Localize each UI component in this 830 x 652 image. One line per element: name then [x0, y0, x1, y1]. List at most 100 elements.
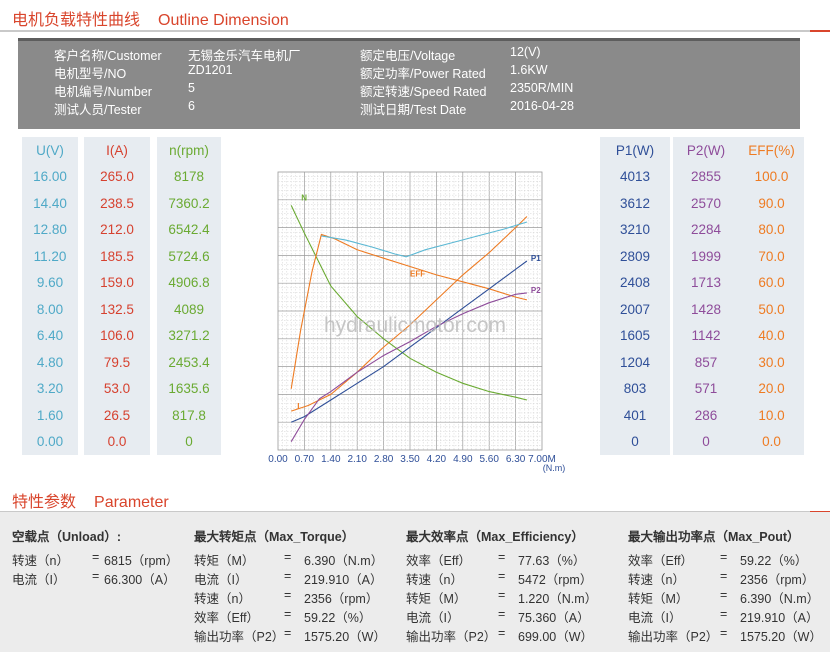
column-value: 2453.4 — [168, 354, 210, 370]
parameter-cell: 219.910（A） — [304, 573, 383, 587]
column-value: 60.0 — [758, 275, 785, 290]
column-value: 817.8 — [172, 407, 206, 423]
column-value: 803 — [623, 381, 647, 396]
parameter-cell: 6815（rpm） — [104, 554, 179, 568]
parameter-cell: 5472（rpm） — [518, 573, 593, 587]
parameter-cell: 1.220（N.m） — [518, 592, 598, 606]
x-tick-label: 2.10 — [347, 454, 367, 465]
info-label: 客户名称/Customer — [54, 49, 162, 63]
data-column: n(rpm) 8178 7360.2 6542.4 5724.6 4906.8 4089 32… — [157, 137, 221, 455]
parameter-cell: 6.390（N.m） — [740, 592, 820, 606]
series-line-p1 — [290, 260, 528, 423]
column-value: 1999 — [690, 248, 722, 264]
parameter-cell: = — [92, 569, 100, 583]
section-title: 电机负载特性曲线 Outline Dimension — [12, 6, 289, 30]
column-value: 2408 — [619, 275, 651, 290]
x-tick-label: 2.80 — [374, 454, 394, 465]
x-tick-label: 0.70 — [295, 454, 315, 465]
parameter-cell: = — [720, 607, 728, 621]
series-line-n — [290, 205, 528, 401]
parameter-group-title: 空载点（Unload）: — [12, 530, 122, 544]
column-value: 4089 — [173, 301, 205, 317]
parameter-cell: 1575.20（W） — [740, 630, 822, 644]
column-header: P2(W) — [686, 143, 726, 158]
x-tick-label: 4.90 — [453, 454, 473, 465]
parameter-cell: = — [498, 626, 506, 640]
column-value: 3.20 — [36, 381, 64, 396]
parameter-cell: 转矩（M） — [194, 554, 255, 568]
column-value: 286 — [694, 407, 718, 423]
column-value: 30.0 — [758, 354, 785, 370]
parameter-cell: = — [720, 569, 728, 583]
x-tick-label: 3.50 — [400, 454, 420, 465]
parameter-panel: 空载点（Unload）: 转速（n） = 6815（rpm） 电流（I） = 66.300（… — [0, 512, 830, 652]
parameter-cell: 转矩（M） — [628, 592, 689, 606]
column-value: 11.20 — [33, 248, 67, 264]
column-value: 1204 — [619, 354, 651, 370]
column-value: 0.0 — [107, 434, 127, 449]
parameter-group-title: 最大转矩点（Max_Torque） — [194, 530, 355, 544]
x-tick-label: 0.00 — [268, 454, 288, 465]
info-value: 5 — [188, 81, 195, 95]
parameter-cell: = — [720, 550, 728, 564]
series-line-unnamed — [321, 221, 528, 258]
section-divider — [0, 30, 830, 32]
parameter-cell: 75.360（A） — [518, 611, 590, 625]
parameter-cell: 66.300（A） — [104, 573, 176, 587]
column-value: 3612 — [619, 195, 651, 211]
column-value: 0.0 — [762, 434, 781, 449]
column-value: 3210 — [619, 222, 651, 237]
section-title-en: Outline Dimension — [158, 12, 289, 29]
x-tick-label: 1.40 — [321, 454, 341, 465]
parameter-cell: = — [498, 550, 506, 564]
column-value: 80.0 — [758, 222, 785, 237]
column-value: 185.5 — [100, 248, 134, 264]
series-label: P1 — [531, 254, 541, 263]
column-header: EFF(%) — [748, 143, 795, 158]
column-value: 14.40 — [33, 195, 67, 211]
column-value: 238.5 — [100, 195, 134, 211]
info-label: 电机编号/Number — [54, 85, 152, 99]
column-value: 4906.8 — [168, 275, 210, 290]
column-value: 50.0 — [758, 301, 785, 317]
parameter-cell: 2356（rpm） — [304, 592, 379, 606]
info-value: 无锡金乐汽车电机厂 — [188, 49, 301, 63]
parameter-cell: 219.910（A） — [740, 611, 819, 625]
column-value: 265.0 — [100, 169, 134, 184]
column-value: 70.0 — [758, 248, 785, 264]
data-column: EFF(%) 100.0 90.0 80.0 70.0 60.0 50.0 40.0 30.0 2… — [739, 137, 804, 455]
column-value: 1428 — [690, 301, 722, 317]
info-value: 2016-04-28 — [510, 99, 574, 113]
column-value: 401 — [623, 407, 647, 423]
x-axis-label: (N.m) — [543, 463, 566, 473]
column-value: 4.80 — [36, 354, 64, 370]
column-value: 1635.6 — [168, 381, 210, 396]
column-value: 132.5 — [100, 301, 134, 317]
column-value: 1142 — [691, 328, 721, 343]
column-value: 1713 — [690, 275, 722, 290]
column-value: 2855 — [690, 169, 722, 184]
column-value: 1.60 — [36, 407, 64, 423]
column-value: 26.5 — [103, 407, 131, 423]
parameter-cell: 77.63（%） — [518, 554, 586, 568]
column-value: 0.00 — [36, 434, 64, 449]
load-characteristic-chart: 0.00 0.70 1.40 2.10 2.80 3.50 4.20 4.90 5.60 6.30… — [268, 171, 566, 473]
series-label: P2 — [531, 286, 541, 295]
column-value: 79.5 — [103, 354, 131, 370]
column-header: U(V) — [36, 143, 64, 158]
data-column: P2(W) 2855 2570 2284 1999 1713 1428 1142 857 571 2… — [673, 137, 739, 455]
column-value: 2570 — [690, 195, 722, 211]
x-tick-label: 4.20 — [427, 454, 447, 465]
parameter-cell: 59.22（%） — [740, 554, 808, 568]
column-value: 4013 — [619, 169, 651, 184]
parameter-cell: = — [720, 588, 728, 602]
info-label: 额定转速/Speed Rated — [360, 85, 487, 99]
info-value: 2350R/MIN — [510, 81, 574, 95]
watermark: hydraulicmotor.com — [324, 314, 506, 337]
parameter-cell: = — [284, 569, 292, 583]
x-tick-label: 6.30 — [506, 454, 526, 465]
parameter-cell: 59.22（%） — [304, 611, 372, 625]
column-value: 3271.2 — [168, 328, 210, 343]
series-label: I — [297, 402, 299, 411]
column-header: n(rpm) — [169, 143, 209, 158]
